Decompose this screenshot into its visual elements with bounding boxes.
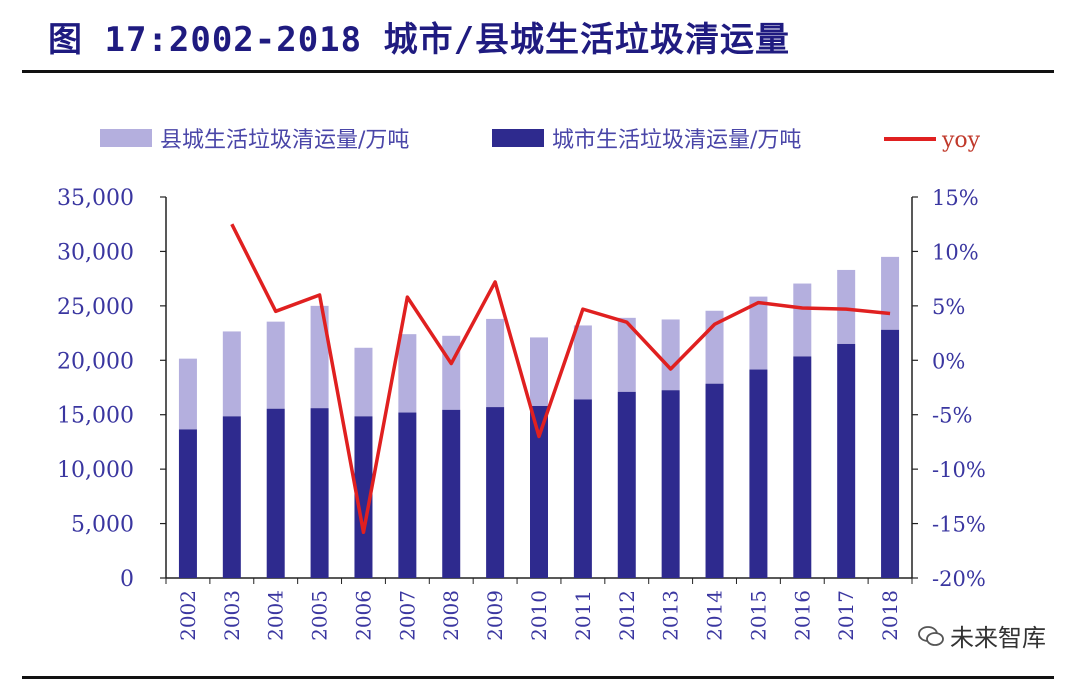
bar-city <box>837 343 856 578</box>
bar-city <box>310 408 329 578</box>
title-rule <box>22 70 1054 73</box>
y-right-tick-label: 10% <box>932 240 979 264</box>
legend-label-yoy: yoy <box>941 128 981 153</box>
bar-city <box>661 390 680 578</box>
x-tick-label: 2003 <box>220 590 244 641</box>
bar-city <box>354 416 373 578</box>
bar-city <box>705 383 724 578</box>
bar-county <box>881 256 900 330</box>
x-tick-label: 2012 <box>615 590 639 641</box>
legend-label-city: 城市生活垃圾清运量/万吨 <box>552 128 801 153</box>
y-left-tick-label: 30,000 <box>57 240 134 265</box>
y-right-tick-label: -10% <box>932 458 986 482</box>
x-tick-label: 2011 <box>571 590 595 641</box>
bar-county <box>398 334 417 413</box>
bar-city <box>573 399 592 578</box>
x-tick-label: 2002 <box>176 590 200 641</box>
bar-county <box>442 335 461 410</box>
bar-county <box>178 358 197 430</box>
bar-city <box>749 369 768 578</box>
y-left-tick-label: 10,000 <box>57 458 134 483</box>
x-tick-label: 2008 <box>439 590 463 641</box>
bar-county <box>661 319 680 391</box>
bar-county <box>530 337 548 407</box>
x-tick-label: 2005 <box>308 590 332 641</box>
y-right-tick-label: 0% <box>932 349 965 373</box>
watermark-text: 未来智库 <box>950 624 1046 652</box>
x-tick-label: 2016 <box>790 590 814 641</box>
y-right-tick-label: -20% <box>932 567 986 591</box>
bar-county <box>310 305 329 409</box>
x-tick-label: 2004 <box>264 590 288 641</box>
bar-city <box>530 406 548 578</box>
bar-county <box>354 347 373 417</box>
y-right-tick-label: 5% <box>932 295 965 319</box>
y-left-tick-label: 25,000 <box>57 295 134 320</box>
bar-county <box>222 331 241 417</box>
bar-county <box>573 325 592 400</box>
bar-county <box>749 296 768 370</box>
x-tick-label: 2017 <box>834 590 858 641</box>
y-right-tick-label: -15% <box>932 513 986 537</box>
legend-swatch-county <box>100 129 152 147</box>
bar-city <box>617 391 636 578</box>
legend-label-county: 县城生活垃圾清运量/万吨 <box>160 128 409 153</box>
watermark: 未来智库 <box>918 618 1046 653</box>
legend-swatch-city <box>492 129 544 147</box>
bottom-rule <box>22 676 1054 679</box>
wechat-icon <box>918 625 944 646</box>
x-tick-label: 2015 <box>746 590 770 641</box>
x-tick-label: 2013 <box>659 590 683 641</box>
y-left-tick-label: 5,000 <box>71 513 134 538</box>
y-right-tick-label: 15% <box>932 186 979 210</box>
y-left-tick-label: 20,000 <box>57 349 134 374</box>
bar-city <box>793 356 812 578</box>
bar-county <box>266 321 285 409</box>
x-tick-label: 2009 <box>483 590 507 641</box>
x-tick-label: 2006 <box>351 590 375 641</box>
y-left-tick-label: 0 <box>120 567 134 592</box>
bar-county <box>837 269 856 344</box>
bar-county <box>793 283 812 357</box>
bar-city <box>442 409 461 578</box>
yoy-line <box>230 223 891 535</box>
chart-title: 图 17:2002-2018 城市/县城生活垃圾清运量 <box>48 20 791 60</box>
bar-city <box>881 329 900 578</box>
bar-city <box>266 408 285 578</box>
bar-county <box>486 318 505 408</box>
y-right-tick-label: -5% <box>932 404 972 428</box>
bar-city <box>222 416 241 578</box>
bar-city <box>486 407 505 578</box>
bar-city <box>178 429 197 578</box>
x-tick-label: 2014 <box>703 590 727 641</box>
bar-city <box>398 412 417 578</box>
y-left-tick-label: 15,000 <box>57 404 134 429</box>
x-tick-label: 2007 <box>395 590 419 641</box>
x-tick-label: 2018 <box>878 590 902 641</box>
y-left-tick-label: 35,000 <box>57 186 134 211</box>
bar-county <box>617 317 636 392</box>
x-tick-label: 2010 <box>527 590 551 641</box>
